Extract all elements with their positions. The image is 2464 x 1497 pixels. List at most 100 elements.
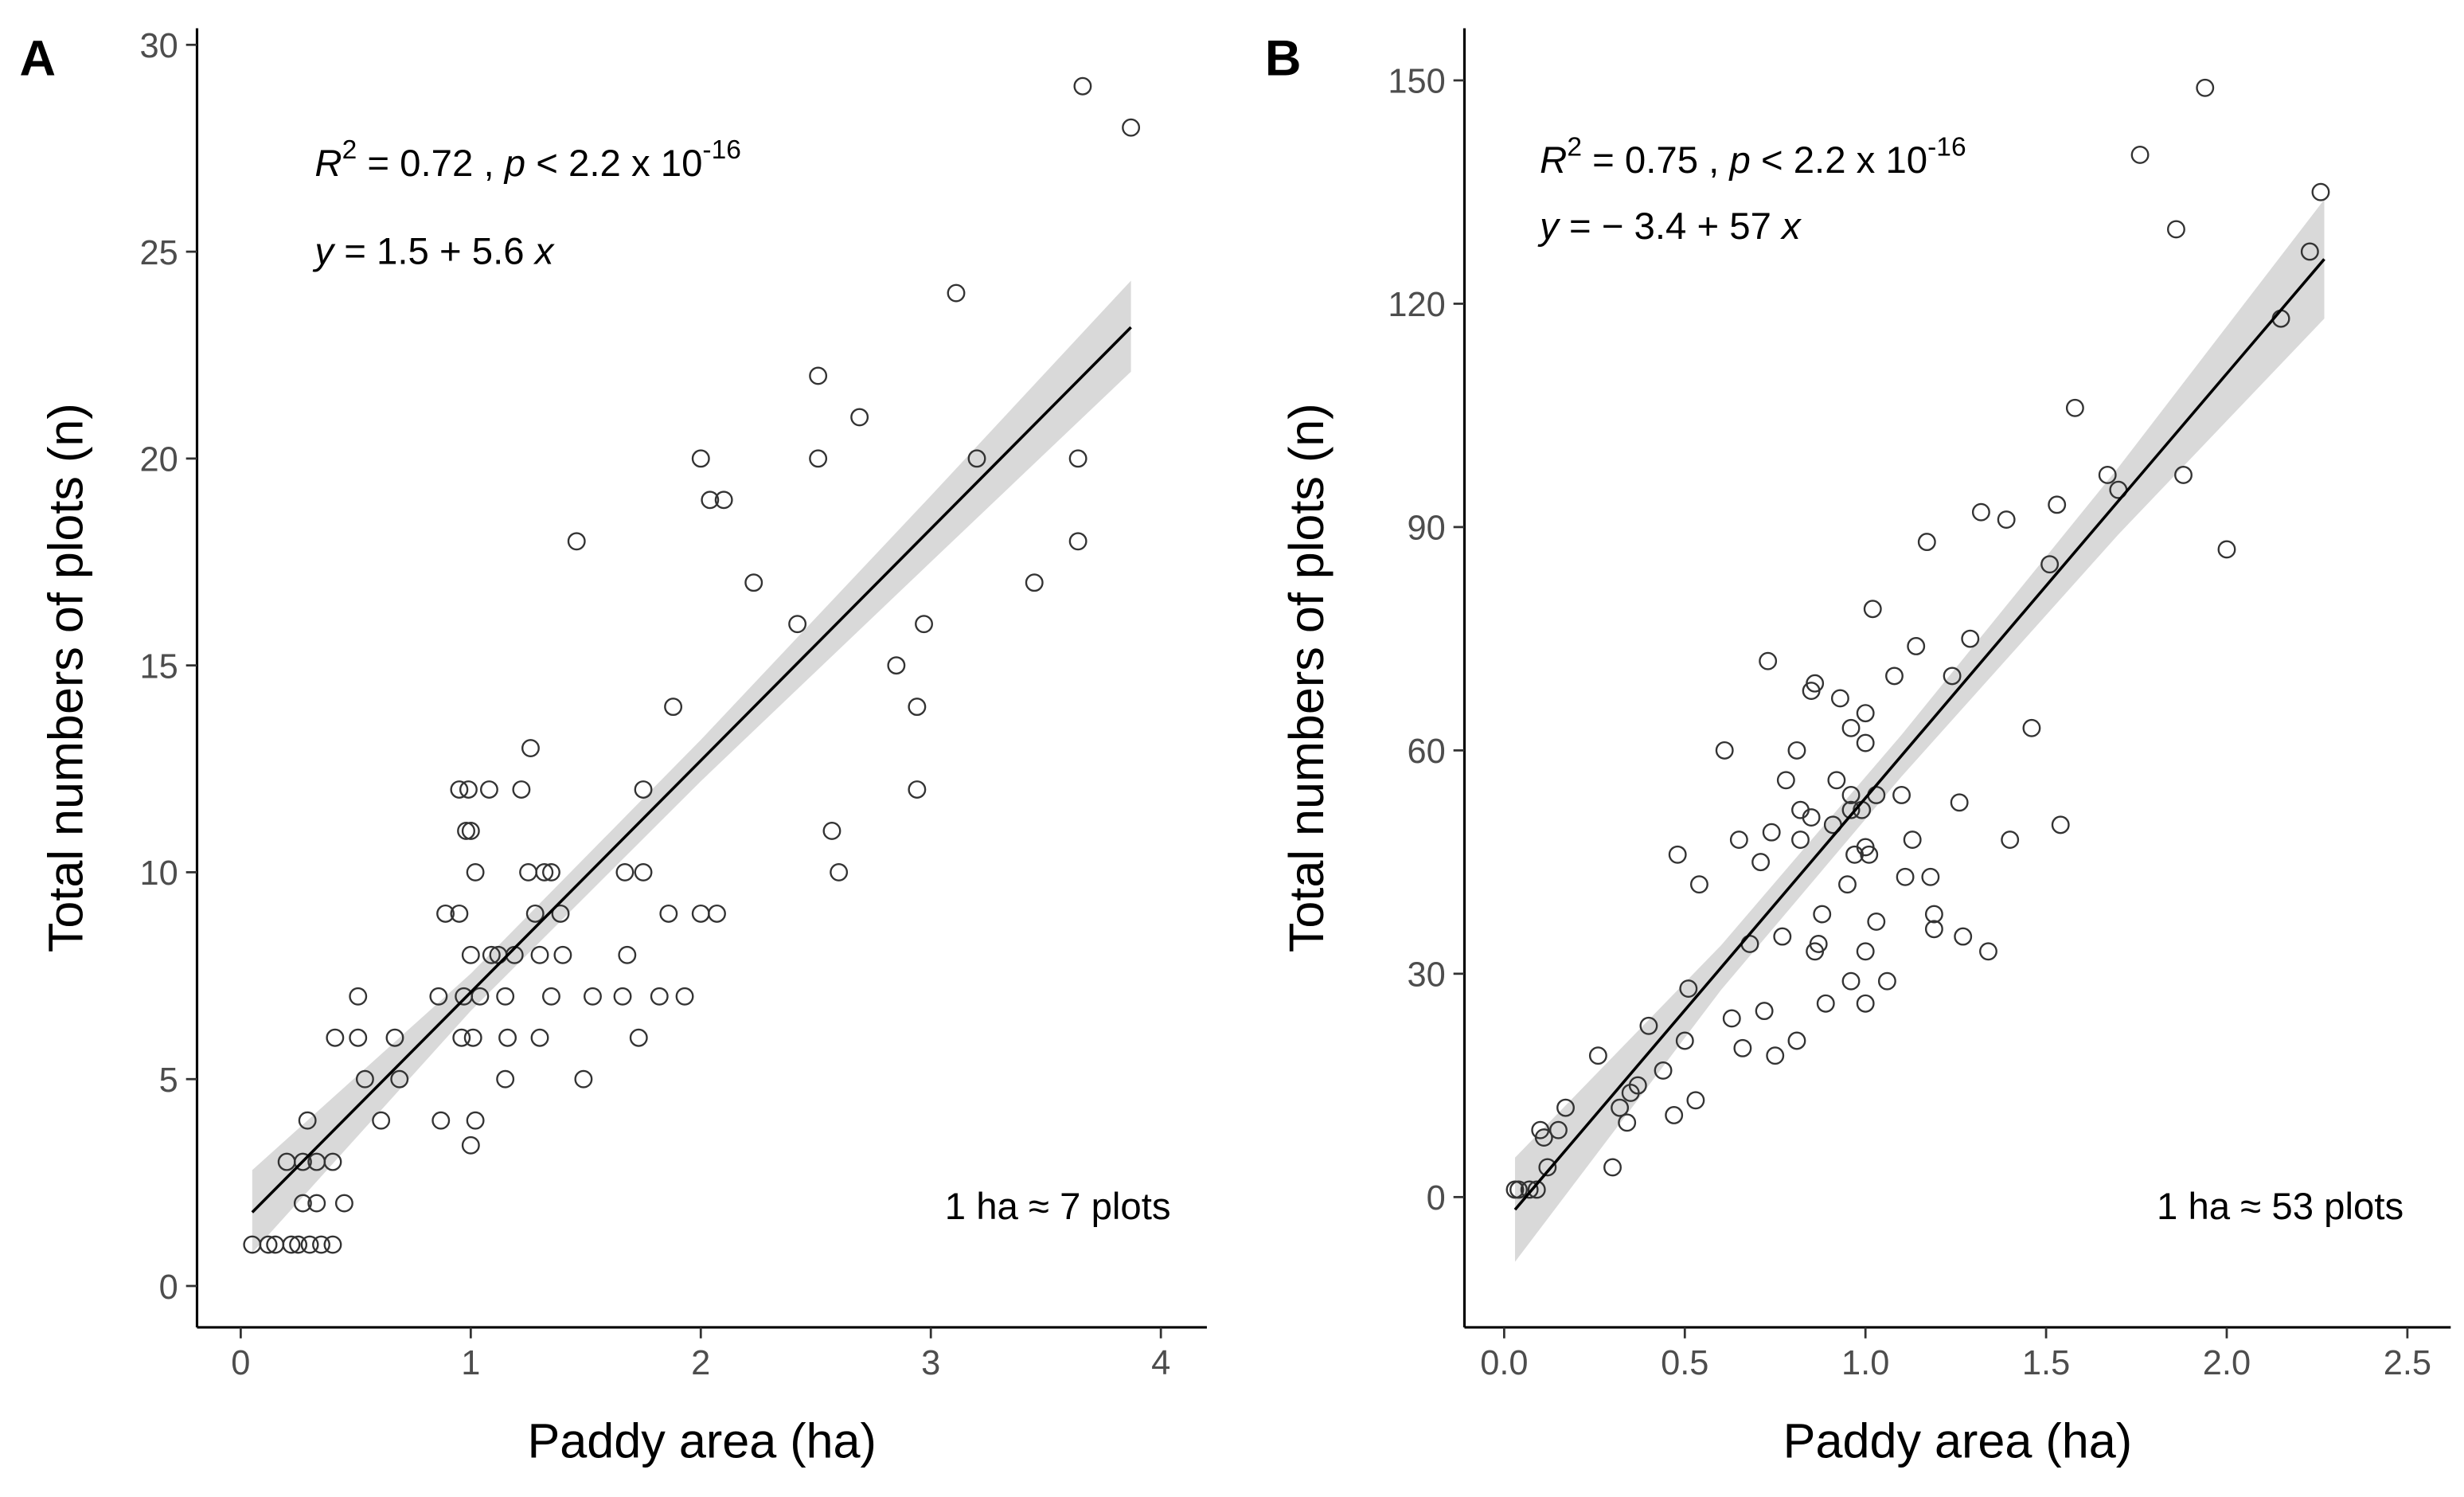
panel-letter: A: [20, 31, 57, 87]
data-point: [1509, 1180, 1528, 1199]
note: 1 ha ≈ 7 plots: [945, 1186, 1171, 1228]
x-tick-label: 0.5: [1661, 1344, 1708, 1382]
x-tick-label: 2.0: [2203, 1344, 2251, 1382]
r-symbol: R: [1540, 139, 1567, 182]
data-point: [1689, 875, 1708, 894]
data-point: [530, 1028, 549, 1047]
data-point: [584, 987, 602, 1006]
data-point: [2196, 78, 2215, 97]
data-point: [1729, 831, 1748, 850]
stats-annotation: R2 = 0.75 , p < 2.2 x 10-16: [1540, 132, 1966, 182]
data-point: [1863, 600, 1882, 619]
data-point: [1867, 912, 1886, 931]
data-point: [2311, 182, 2330, 201]
data-point: [457, 822, 475, 840]
data-point: [1776, 771, 1795, 790]
data-point: [1856, 704, 1875, 723]
data-point: [551, 904, 570, 923]
data-point: [618, 945, 637, 964]
r-exponent: 2: [342, 135, 357, 165]
data-point: [634, 862, 653, 881]
data-point: [1787, 741, 1806, 760]
data-point: [312, 1235, 330, 1254]
data-point: [1997, 510, 2016, 529]
data-point: [701, 491, 720, 510]
data-point: [300, 1235, 319, 1254]
data-point: [323, 1152, 342, 1171]
data-point: [1961, 629, 1980, 648]
data-point: [887, 656, 906, 675]
data-point: [1921, 867, 1940, 886]
x-tick-label: 1.5: [2022, 1344, 2070, 1382]
data-point: [390, 1069, 409, 1089]
data-point: [471, 987, 490, 1006]
equation-lhs: y: [312, 230, 336, 272]
data-point: [1791, 831, 1810, 850]
data-point: [1813, 905, 1832, 924]
data-point: [542, 987, 560, 1006]
data-point: [2022, 718, 2041, 737]
data-point: [289, 1235, 308, 1254]
x-tick-label: 4: [1151, 1344, 1170, 1382]
data-point: [1950, 793, 1969, 812]
equation-annotation: y = − 3.4 + 57 x: [1537, 205, 1802, 248]
x-tick-label: 0.0: [1480, 1344, 1528, 1382]
data-point: [1654, 1061, 1673, 1080]
data-point: [1755, 1002, 1774, 1021]
data-point: [479, 780, 498, 799]
equation-text: = 1.5 + 5.6: [334, 230, 535, 272]
data-point: [708, 904, 726, 923]
data-point: [1686, 1091, 1705, 1110]
x-tick-label: 0: [231, 1344, 250, 1382]
data-point: [1924, 920, 1943, 939]
data-point: [349, 987, 368, 1006]
data-point: [1856, 994, 1875, 1013]
data-point: [691, 904, 710, 923]
data-point: [1762, 823, 1781, 842]
y-tick-label: 30: [1408, 956, 1446, 995]
fit-line: [251, 326, 1132, 1214]
data-point: [1628, 1076, 1647, 1095]
data-point: [1787, 1031, 1806, 1050]
data-point: [1766, 1046, 1785, 1065]
data-point: [259, 1235, 278, 1254]
data-point: [461, 1135, 480, 1155]
data-point: [1907, 637, 1926, 655]
data-point: [947, 283, 966, 303]
data-point: [1860, 845, 1879, 864]
data-point: [1802, 808, 1821, 827]
data-point: [293, 1194, 312, 1213]
data-point: [1943, 666, 1962, 686]
data-point: [452, 1028, 471, 1047]
data-point: [629, 1028, 648, 1047]
data-point: [512, 780, 531, 799]
data-point: [744, 573, 763, 592]
data-point: [1618, 1113, 1637, 1132]
data-point: [298, 1111, 317, 1130]
y-tick-label: 90: [1408, 510, 1446, 548]
data-point: [1520, 1180, 1539, 1199]
data-point: [1830, 689, 1849, 708]
data-point: [659, 904, 678, 923]
equation-annotation: y = 1.5 + 5.6 x: [312, 230, 555, 272]
data-point: [1549, 1120, 1568, 1139]
data-point: [530, 945, 549, 964]
p-value: < 2.2 x 10: [525, 143, 702, 185]
data-point: [1892, 786, 1911, 804]
data-point: [1841, 800, 1861, 819]
data-point: [908, 698, 927, 717]
data-point: [1588, 1046, 1607, 1065]
fit-line: [1513, 258, 2325, 1211]
data-point: [2065, 398, 2084, 417]
r-exponent: 2: [1567, 132, 1582, 162]
data-point: [615, 862, 635, 881]
y-tick-label: 0: [1427, 1179, 1446, 1218]
data-point: [498, 1028, 517, 1047]
data-point: [1841, 718, 1861, 737]
r-symbol: R: [314, 143, 342, 185]
x-axis-title: Paddy area (ha): [527, 1414, 876, 1468]
data-point: [1917, 533, 1936, 552]
data-point: [521, 739, 540, 757]
